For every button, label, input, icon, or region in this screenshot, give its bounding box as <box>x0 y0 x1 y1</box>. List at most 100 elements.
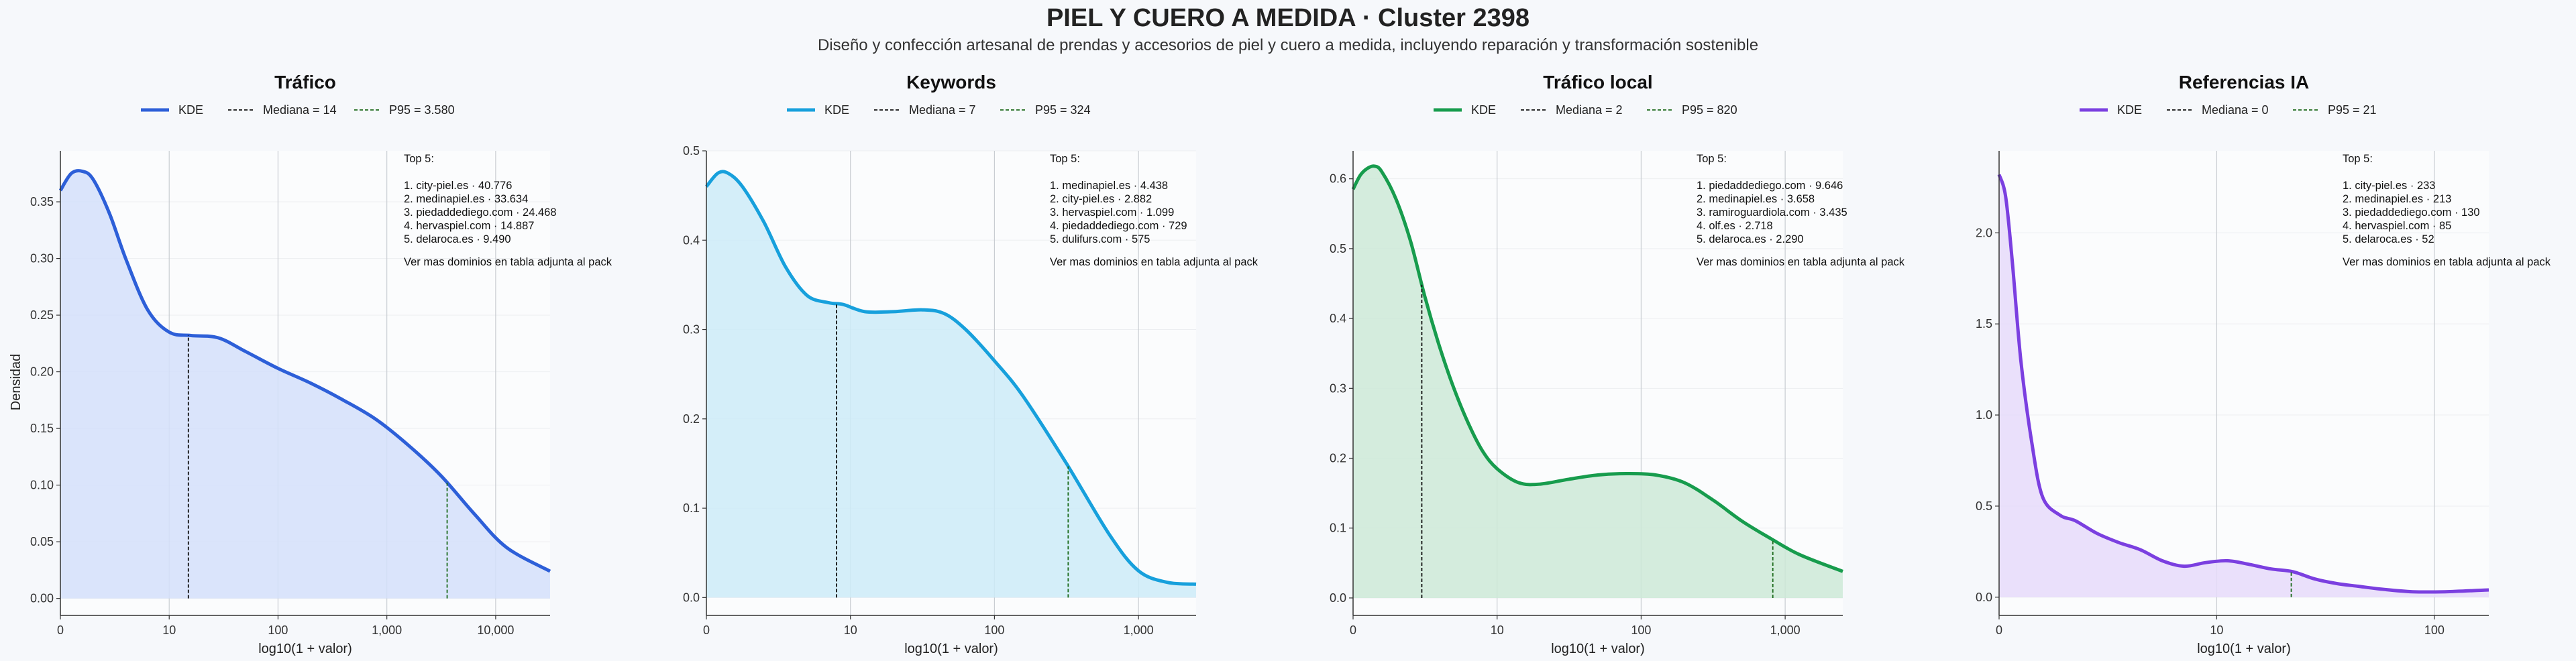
legend-label-median: Mediana = 7 <box>909 103 976 117</box>
kde-area <box>1999 174 2489 597</box>
x-tick-label: 100 <box>268 623 288 637</box>
y-tick-label: 0.30 <box>30 252 54 265</box>
legend: KDE Mediana = 2 P95 = 820 <box>1434 103 1737 117</box>
y-tick-label: 0.20 <box>30 365 54 379</box>
y-tick-label: 0.15 <box>30 422 54 435</box>
y-tick-label: 0.00 <box>30 592 54 605</box>
top5-item: 4. hervaspiel.com · 85 <box>2343 220 2451 232</box>
chart-title: Tráfico local <box>1543 72 1652 93</box>
top5-item: 2. medinapiel.es · 213 <box>2343 193 2451 205</box>
kde-line <box>1351 164 1843 573</box>
top5-item: 3. piedaddediego.com · 130 <box>2343 206 2480 219</box>
legend-label-kde: KDE <box>2117 103 2142 117</box>
top5-item: 3. piedaddediego.com · 24.468 <box>404 206 557 219</box>
kde-line <box>1997 174 2489 594</box>
x-tick-label: 10 <box>2210 623 2223 637</box>
top5-item: 4. piedaddediego.com · 729 <box>1050 220 1187 232</box>
chart-panel-1: 0.0 0.1 0.2 0.3 0.4 0.5 0 10 100 1,000 log10(1 + v… <box>683 72 1258 656</box>
legend-label-kde: KDE <box>824 103 849 117</box>
x-tick-label: 0 <box>57 623 64 637</box>
legend: KDE Mediana = 14 P95 = 3.580 <box>141 103 455 117</box>
y-tick-label: 1.0 <box>1976 408 1992 422</box>
y-tick-label: 0.3 <box>683 323 700 337</box>
top5-item: 2. medinapiel.es · 3.658 <box>1697 193 1815 205</box>
y-tick-label: 0.35 <box>30 195 54 208</box>
kde-area <box>1353 166 1843 598</box>
top5-item: 1. city-piel.es · 40.776 <box>404 180 512 192</box>
x-tick-label: 100 <box>984 623 1004 637</box>
kde-area <box>60 170 550 599</box>
chart-title: Keywords <box>906 72 996 93</box>
y-tick-label: 0.2 <box>683 412 700 426</box>
x-axis-label: log10(1 + valor) <box>1551 642 1645 656</box>
top5-item: 5. delaroca.es · 2.290 <box>1697 233 1804 245</box>
kde-line <box>58 169 551 573</box>
y-tick-label: 2.0 <box>1976 226 1992 239</box>
legend-label-p95: P95 = 820 <box>1682 103 1737 117</box>
top5-heading: Top 5: <box>2343 153 2373 165</box>
chart-title: Tráfico <box>274 72 336 93</box>
top5-item: 5. delaroca.es · 9.490 <box>404 233 511 245</box>
chart-panel-2: 0.0 0.1 0.2 0.3 0.4 0.5 0.6 0 10 100 1,000 log10(1 … <box>1330 72 1905 656</box>
page-title: PIEL Y CUERO A MEDIDA · Cluster 2398 <box>1046 4 1530 32</box>
x-tick-label: 10 <box>1491 623 1504 637</box>
top5-item: 5. dulifurs.com · 575 <box>1050 233 1150 245</box>
top5-heading: Top 5: <box>1697 153 1727 165</box>
y-tick-label: 0.4 <box>683 233 700 247</box>
chart-panel-3: 0.0 0.5 1.0 1.5 2.0 0 10 100 log10(1 + valor) Ref… <box>1976 72 2551 656</box>
kde-area <box>706 171 1196 598</box>
page-subtitle: Diseño y confección artesanal de prendas… <box>817 36 1759 54</box>
x-axis-label: log10(1 + valor) <box>904 642 998 656</box>
y-tick-label: 0.6 <box>1330 172 1346 186</box>
x-tick-label: 0 <box>1350 623 1356 637</box>
legend-label-p95: P95 = 3.580 <box>389 103 455 117</box>
y-tick-label: 0.5 <box>1330 242 1346 255</box>
x-tick-label: 1,000 <box>372 623 402 637</box>
x-tick-label: 10 <box>844 623 857 637</box>
y-tick-label: 0.10 <box>30 479 54 492</box>
top5-footer: Ver mas dominios en tabla adjunta al pac… <box>2343 256 2551 268</box>
top5-footer: Ver mas dominios en tabla adjunta al pac… <box>1697 256 1905 268</box>
top5-item: 4. hervaspiel.com · 14.887 <box>404 220 534 232</box>
top5-heading: Top 5: <box>1050 153 1080 165</box>
chart-panel-0: 0.00 0.05 0.10 0.15 0.20 0.25 0.30 0.35 0 10 100 1,… <box>9 72 612 656</box>
y-tick-label: 0.25 <box>30 308 54 322</box>
top5-item: 3. ramiroguardiola.com · 3.435 <box>1697 206 1847 219</box>
chart-title: Referencias IA <box>2179 72 2310 93</box>
y-tick-label: 0.5 <box>683 144 700 158</box>
top5-item: 1. medinapiel.es · 4.438 <box>1050 180 1168 192</box>
top5-item: 5. delaroca.es · 52 <box>2343 233 2434 245</box>
legend-label-median: Mediana = 14 <box>263 103 337 117</box>
legend-label-median: Mediana = 0 <box>2202 103 2269 117</box>
legend: KDE Mediana = 7 P95 = 324 <box>787 103 1091 117</box>
legend-label-kde: KDE <box>178 103 203 117</box>
y-tick-label: 0.2 <box>1330 452 1346 465</box>
legend-label-p95: P95 = 21 <box>2328 103 2377 117</box>
top5-footer: Ver mas dominios en tabla adjunta al pac… <box>1050 256 1258 268</box>
y-tick-label: 1.5 <box>1976 317 1992 330</box>
y-tick-label: 0.0 <box>683 591 700 604</box>
y-tick-label: 0.4 <box>1330 312 1346 325</box>
top5-heading: Top 5: <box>404 153 434 165</box>
x-tick-label: 1,000 <box>1770 623 1801 637</box>
top5-item: 1. piedaddediego.com · 9.646 <box>1697 180 1843 192</box>
top5-item: 3. hervaspiel.com · 1.099 <box>1050 206 1174 219</box>
x-tick-label: 100 <box>1631 623 1651 637</box>
top5-item: 2. city-piel.es · 2.882 <box>1050 193 1152 205</box>
y-tick-label: 0.0 <box>1330 591 1346 605</box>
legend-label-p95: P95 = 324 <box>1035 103 1091 117</box>
x-tick-label: 100 <box>2424 623 2445 637</box>
x-tick-label: 10 <box>162 623 176 637</box>
x-tick-label: 10,000 <box>477 623 514 637</box>
y-tick-label: 0.1 <box>1330 522 1346 535</box>
x-axis-label: log10(1 + valor) <box>258 642 352 656</box>
x-tick-label: 1,000 <box>1124 623 1154 637</box>
legend-label-kde: KDE <box>1471 103 1496 117</box>
legend: KDE Mediana = 0 P95 = 21 <box>2080 103 2377 117</box>
y-tick-label: 0.5 <box>1976 499 1992 513</box>
kde-line <box>705 170 1197 586</box>
top5-item: 2. medinapiel.es · 33.634 <box>404 193 528 205</box>
y-tick-label: 0.0 <box>1976 591 1992 604</box>
x-axis-label: log10(1 + valor) <box>2197 642 2291 656</box>
y-axis-label: Densidad <box>9 354 23 411</box>
